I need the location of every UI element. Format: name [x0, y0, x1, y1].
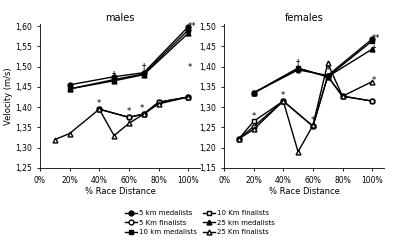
Y-axis label: Velocity (m/s): Velocity (m/s)	[4, 67, 13, 125]
Text: *: *	[188, 63, 192, 72]
Text: **: **	[372, 34, 381, 43]
Text: *: *	[372, 76, 376, 85]
Title: males: males	[105, 13, 135, 23]
Title: females: females	[285, 13, 323, 23]
X-axis label: % Race Distance: % Race Distance	[84, 187, 156, 196]
Text: *: *	[140, 104, 144, 113]
Text: †: †	[142, 62, 146, 72]
Text: †: †	[112, 70, 116, 79]
Text: †: †	[296, 58, 300, 67]
Text: *: *	[326, 66, 330, 75]
Text: *: *	[311, 116, 315, 125]
Text: **: **	[188, 22, 197, 30]
Text: *: *	[281, 91, 285, 100]
Text: *: *	[97, 99, 101, 108]
X-axis label: % Race Distance: % Race Distance	[268, 187, 340, 196]
Text: †: †	[188, 28, 192, 37]
Text: †: †	[372, 44, 376, 53]
Legend: 5 km medalists, 5 Km finalists, 10 km medalists, 10 Km finalists, 25 km medalist: 5 km medalists, 5 Km finalists, 10 km me…	[123, 209, 277, 237]
Text: *: *	[252, 112, 256, 120]
Text: *: *	[127, 108, 131, 116]
